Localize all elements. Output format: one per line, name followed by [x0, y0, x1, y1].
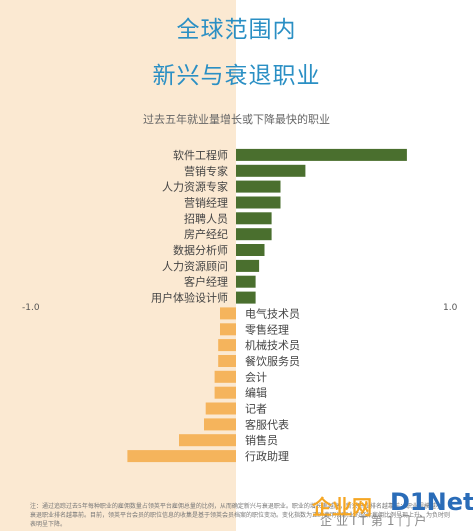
category-label-6: 房产经纪: [184, 227, 228, 241]
decline-bar-11: [220, 307, 236, 320]
category-label-1: 软件工程师: [173, 148, 228, 162]
decline-bar-15: [214, 370, 236, 383]
category-label-13: 机械技术员: [245, 338, 300, 352]
category-label-10: 用户体验设计师: [151, 291, 228, 305]
growth-bar-3: [236, 180, 281, 193]
growth-bar-4: [236, 196, 281, 209]
decline-bar-16: [214, 386, 236, 399]
growth-bar-1: [236, 148, 407, 161]
growth-bar-10: [236, 291, 256, 304]
growth-bar-7: [236, 244, 265, 256]
category-label-15: 会计: [245, 371, 267, 384]
watermark-part-b: D1Net: [390, 488, 473, 516]
watermark-part-a: 企业网: [312, 495, 372, 519]
category-label-14: 餐饮服务员: [245, 354, 300, 368]
footnote: 注：通过追踪过去5年每种职业的雇佣数量占领英平台雇佣总量的比例，从而确定新兴与衰…: [30, 503, 451, 528]
decline-bar-20: [127, 450, 236, 463]
category-label-4: 营销经理: [184, 196, 228, 210]
decline-bar-14: [218, 355, 236, 367]
category-label-17: 记者: [245, 403, 267, 416]
decline-bar-12: [220, 323, 236, 336]
x-tick-max: 1.0: [443, 303, 458, 313]
category-label-18: 客服代表: [245, 417, 289, 431]
category-label-12: 零售经理: [245, 322, 289, 336]
category-label-19: 销售员: [245, 433, 278, 447]
x-tick-min: -1.0: [22, 303, 40, 313]
page-title-line-1: 全球范围内: [176, 17, 297, 43]
decline-bar-18: [204, 418, 236, 431]
category-label-8: 人力资源顾问: [162, 259, 228, 273]
growth-bar-8: [236, 259, 260, 272]
watermark-logo: 企业网 D1Net 企业IT第1门户: [300, 488, 473, 528]
watermark-part-c: 企业IT第1门户: [320, 514, 431, 528]
growth-bar-9: [236, 275, 256, 288]
category-label-11: 电气技术员: [245, 306, 300, 320]
decline-bar-13: [218, 339, 236, 352]
category-label-20: 行政助理: [245, 449, 289, 463]
growth-bar-5: [236, 212, 272, 225]
background-right-panel: [236, 0, 473, 531]
category-label-5: 招聘人员: [184, 211, 228, 225]
category-label-7: 数据分析师: [173, 243, 228, 257]
category-label-3: 人力资源专家: [162, 180, 228, 194]
category-label-9: 客户经理: [184, 275, 228, 289]
chart-subtitle: 过去五年就业量增长或下降最快的职业: [143, 113, 330, 126]
growth-bar-2: [236, 164, 306, 177]
decline-bar-19: [179, 434, 236, 447]
decline-bar-17: [205, 402, 236, 415]
category-label-2: 营销专家: [184, 164, 228, 178]
growth-bar-6: [236, 228, 272, 241]
category-label-16: 编辑: [245, 386, 267, 400]
page-title-line-2: 新兴与衰退职业: [152, 63, 321, 89]
